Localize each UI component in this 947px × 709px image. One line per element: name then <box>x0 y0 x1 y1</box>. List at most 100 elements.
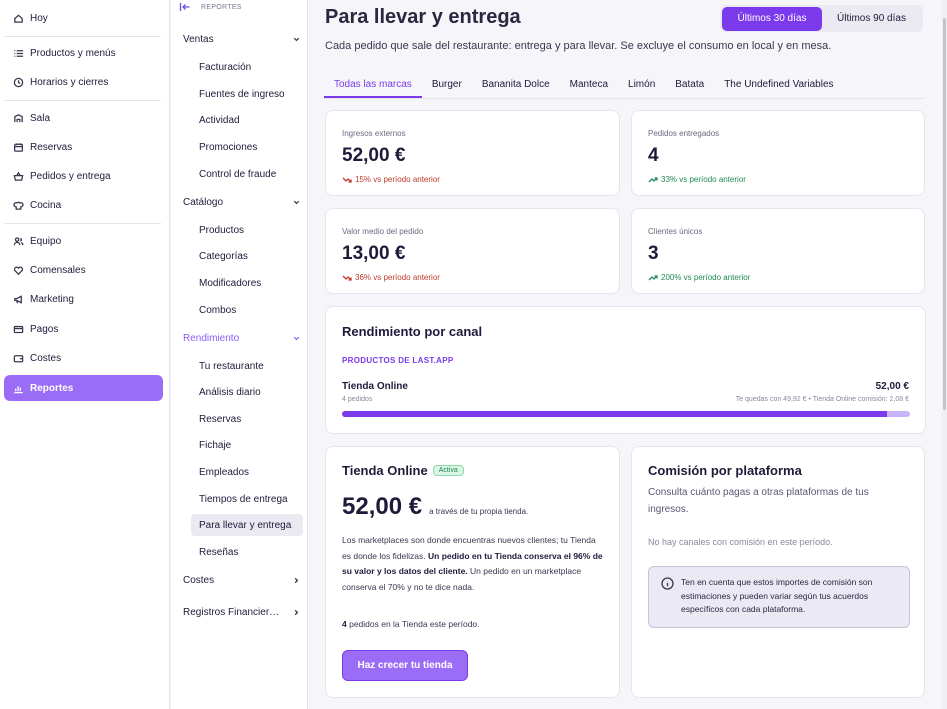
nav-item-label: Horarios y cierres <box>30 76 109 88</box>
tab-burger[interactable]: Burger <box>431 78 462 90</box>
page-scrollbar[interactable] <box>942 0 947 709</box>
kpi-label: Valor medio del pedido <box>342 227 424 236</box>
tab-undefined-variables[interactable]: The Undefined Variables <box>724 78 834 90</box>
nav-item-horarios[interactable]: Horarios y cierres <box>4 69 163 95</box>
subnav-item-productos[interactable]: Productos <box>199 224 245 236</box>
subnav-item-reservas[interactable]: Reservas <box>199 413 242 425</box>
subnav-header[interactable]: REPORTES <box>179 2 242 12</box>
kpi-delta: 36% vs período anterior <box>342 273 440 282</box>
tienda-description: Los marketplaces son donde encuentras nu… <box>342 533 604 595</box>
kpi-delta-text: 15% vs período anterior <box>355 175 440 184</box>
nav-item-label: Productos y menús <box>30 47 116 59</box>
section-label: Rendimiento <box>183 332 240 344</box>
empty-state: No hay canales con comisión en este perí… <box>648 537 833 547</box>
nav-item-cocina[interactable]: Cocina <box>4 192 163 218</box>
subnav-item-empleados[interactable]: Empleados <box>199 466 250 478</box>
section-caption: PRODUCTOS DE LAST.APP <box>342 356 454 365</box>
subnav-item-fuentes[interactable]: Fuentes de ingreso <box>199 88 285 100</box>
nav-item-reportes[interactable]: Reportes <box>4 375 163 401</box>
card-title-text: Tienda Online <box>342 463 428 478</box>
chevron-down-icon <box>293 336 300 340</box>
kpi-delta: 33% vs período anterior <box>648 175 746 184</box>
card-icon <box>12 323 24 335</box>
main-content: Para llevar y entrega Últimos 30 días Úl… <box>308 0 942 709</box>
channel-amount: 52,00 € <box>875 381 909 392</box>
nav-item-label: Sala <box>30 112 51 124</box>
tienda-order-count: 4 pedidos en la Tienda este período. <box>342 619 480 629</box>
main-sidebar: Hoy Productos y menús Horarios y cierres… <box>0 0 170 709</box>
nav-item-pagos[interactable]: Pagos <box>4 316 163 342</box>
subnav-item-fraude[interactable]: Control de fraude <box>199 168 277 180</box>
grow-store-button[interactable]: Haz crecer tu tienda <box>342 650 468 681</box>
platform-commission-card: Comisión por plataforma Consulta cuánto … <box>631 446 925 698</box>
collapse-icon[interactable] <box>179 2 191 12</box>
tab-manteca[interactable]: Manteca <box>569 78 609 90</box>
tab-limon[interactable]: Limón <box>628 78 656 90</box>
desc-text: Un pedido en un marketplace conserva el … <box>342 566 582 592</box>
chevron-down-icon <box>293 37 300 41</box>
nav-item-sala[interactable]: Sala <box>4 105 163 131</box>
subnav-item-analisis-diario[interactable]: Análisis diario <box>199 386 261 398</box>
room-icon <box>12 112 24 124</box>
nav-item-pedidos[interactable]: Pedidos y entrega <box>4 163 163 189</box>
card-title: Comisión por plataforma <box>648 463 802 478</box>
page-subtitle: Cada pedido que sale del restaurante: en… <box>325 40 832 52</box>
chevron-right-icon <box>294 577 299 583</box>
tab-todas[interactable]: Todas las marcas <box>324 70 422 98</box>
kpi-delta: 200% vs período anterior <box>648 273 750 282</box>
tienda-amount: 52,00 € a través de tu propia tienda. <box>342 493 528 521</box>
scrollbar-thumb[interactable] <box>943 18 946 410</box>
subnav-item-categorias[interactable]: Categorías <box>199 250 248 262</box>
nav-item-comensales[interactable]: Comensales <box>4 257 163 283</box>
card-title: Tienda Online Activa <box>342 463 464 478</box>
nav-item-label: Equipo <box>30 235 62 247</box>
range-30-days-button[interactable]: Últimos 30 días <box>722 6 822 31</box>
chef-hat-icon <box>12 199 24 211</box>
desc-text: Los marketplaces son donde encuentras nu… <box>342 535 596 561</box>
trend-down-icon <box>342 275 352 281</box>
subnav-item-fichaje[interactable]: Fichaje <box>199 439 232 451</box>
subnav-item-combos[interactable]: Combos <box>199 304 237 316</box>
trend-up-icon <box>648 274 658 280</box>
tab-bananita[interactable]: Bananita Dolce <box>481 78 550 90</box>
subnav-item-modificadores[interactable]: Modificadores <box>199 277 262 289</box>
channel-commission-note: Te quedas con 49,92 € • Tienda Online co… <box>735 396 909 403</box>
brand-tabs: Todas las marcas Burger Bananita Dolce M… <box>324 70 844 98</box>
subnav-header-label: REPORTES <box>201 3 242 11</box>
nav-item-equipo[interactable]: Equipo <box>4 228 163 254</box>
subnav-item-tiempos[interactable]: Tiempos de entrega <box>199 493 288 505</box>
wallet-icon <box>12 352 24 364</box>
kpi-label: Pedidos entregados <box>648 129 720 138</box>
nav-item-label: Comensales <box>30 264 86 276</box>
section-ventas[interactable]: Ventas <box>183 28 301 50</box>
subnav-item-tu-restaurante[interactable]: Tu restaurante <box>199 360 264 372</box>
kpi-value: 4 <box>648 145 659 166</box>
kpi-delta-text: 200% vs período anterior <box>661 273 751 282</box>
subnav-item-facturacion[interactable]: Facturación <box>199 61 252 73</box>
range-90-days-button[interactable]: Últimos 90 días <box>837 13 906 24</box>
subnav-item-resenas[interactable]: Reseñas <box>199 546 239 558</box>
subnav-item-para-llevar[interactable]: Para llevar y entrega <box>191 514 303 536</box>
section-label: Catálogo <box>183 196 224 208</box>
nav-item-reservas[interactable]: Reservas <box>4 134 163 160</box>
nav-item-costes[interactable]: Costes <box>4 345 163 371</box>
nav-item-productos[interactable]: Productos y menús <box>4 40 163 66</box>
channel-progress-bar <box>342 411 910 417</box>
tab-batata[interactable]: Batata <box>675 78 705 90</box>
date-range-toggle: Últimos 30 días Últimos 90 días <box>720 5 923 32</box>
section-label: Costes <box>183 574 215 586</box>
section-catalogo[interactable]: Catálogo <box>183 191 301 213</box>
subnav-item-promociones[interactable]: Promociones <box>199 141 258 153</box>
section-label: Registros Financier… <box>183 606 280 618</box>
nav-item-label: Marketing <box>30 293 74 305</box>
nav-item-marketing[interactable]: Marketing <box>4 286 163 312</box>
nav-divider <box>4 223 161 224</box>
nav-item-hoy[interactable]: Hoy <box>4 5 163 31</box>
kpi-card-clientes: Clientes únicos 3 200% vs período anteri… <box>631 208 925 294</box>
section-costes[interactable]: Costes <box>183 569 301 591</box>
nav-item-label: Reservas <box>30 141 73 153</box>
subnav-item-actividad[interactable]: Actividad <box>199 114 240 126</box>
section-registros[interactable]: Registros Financier… <box>183 601 301 623</box>
section-rendimiento[interactable]: Rendimiento <box>183 327 301 349</box>
tienda-amount-value: 52,00 € <box>342 493 423 520</box>
